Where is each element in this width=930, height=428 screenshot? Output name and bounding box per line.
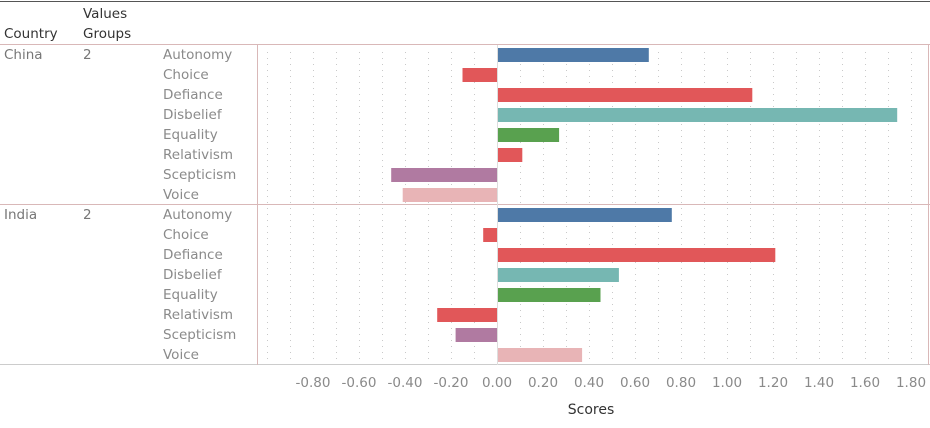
bar-china-choice[interactable] [462, 68, 498, 82]
bar-india-autonomy[interactable] [497, 208, 672, 222]
x-tick-label: 1.80 [896, 375, 926, 391]
category-label-india-voice[interactable]: Voice [163, 347, 199, 363]
category-label-china-relativism[interactable]: Relativism [163, 147, 234, 163]
bar-india-equality[interactable] [497, 288, 601, 302]
category-label-india-disbelief[interactable]: Disbelief [163, 267, 222, 283]
category-label-china-defiance[interactable]: Defiance [163, 87, 223, 103]
group-label-india[interactable]: 2 [83, 207, 92, 223]
category-label-india-defiance[interactable]: Defiance [163, 247, 223, 263]
category-label-india-choice[interactable]: Choice [163, 227, 209, 243]
x-tick-label: 1.00 [712, 375, 742, 391]
category-label-china-choice[interactable]: Choice [163, 67, 209, 83]
x-tick-label: 0.60 [620, 375, 650, 391]
x-tick-label: 0.40 [574, 375, 604, 391]
bar-india-disbelief[interactable] [497, 268, 619, 282]
bar-india-scepticism[interactable] [455, 328, 497, 342]
x-tick-label: -0.40 [388, 375, 423, 391]
group-label-china[interactable]: 2 [83, 47, 92, 63]
category-label-india-scepticism[interactable]: Scepticism [163, 327, 237, 343]
bar-india-voice[interactable] [497, 348, 583, 362]
x-tick-label: 1.40 [804, 375, 834, 391]
category-label-china-autonomy[interactable]: Autonomy [163, 47, 233, 63]
category-label-china-equality[interactable]: Equality [163, 127, 218, 143]
country-label-india[interactable]: India [4, 207, 38, 223]
values-groups-header-line2[interactable]: Groups [83, 26, 132, 42]
x-tick-label: 1.60 [850, 375, 880, 391]
bar-china-autonomy[interactable] [497, 48, 649, 62]
bar-india-defiance[interactable] [497, 248, 776, 262]
x-tick-label: -0.20 [434, 375, 469, 391]
header-top-rule [0, 1, 930, 2]
category-label-india-equality[interactable]: Equality [163, 287, 218, 303]
bar-china-relativism[interactable] [497, 148, 523, 162]
country-label-china[interactable]: China [4, 47, 43, 63]
category-label-india-autonomy[interactable]: Autonomy [163, 207, 233, 223]
category-label-china-disbelief[interactable]: Disbelief [163, 107, 222, 123]
bar-india-relativism[interactable] [437, 308, 497, 322]
bar-china-defiance[interactable] [497, 88, 753, 102]
category-label-china-scepticism[interactable]: Scepticism [163, 167, 237, 183]
category-label-china-voice[interactable]: Voice [163, 187, 199, 203]
x-tick-label: -0.60 [342, 375, 377, 391]
x-tick-label: 0.20 [528, 375, 558, 391]
x-tick-label: 0.00 [482, 375, 512, 391]
bar-china-scepticism[interactable] [391, 168, 497, 182]
category-label-india-relativism[interactable]: Relativism [163, 307, 234, 323]
x-tick-label: 1.20 [758, 375, 788, 391]
bar-china-voice[interactable] [402, 188, 497, 202]
x-axis-title[interactable]: Scores [568, 402, 615, 418]
bar-china-disbelief[interactable] [497, 108, 898, 122]
country-column-header[interactable]: Country [4, 26, 58, 42]
x-tick-label: 0.80 [666, 375, 696, 391]
x-tick-label: -0.80 [296, 375, 331, 391]
values-groups-header-line1[interactable]: Values [83, 6, 128, 22]
bar-india-choice[interactable] [483, 228, 497, 242]
bar-china-equality[interactable] [497, 128, 560, 142]
